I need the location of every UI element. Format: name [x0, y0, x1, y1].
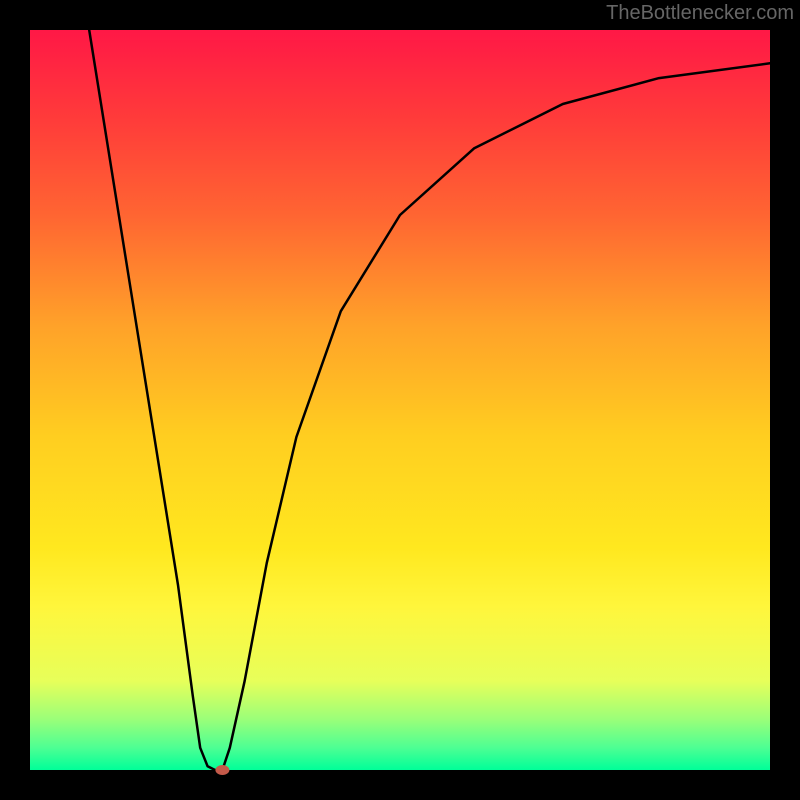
- chart-background: [30, 30, 770, 770]
- chart-container: TheBottlenecker.com: [0, 0, 800, 800]
- attribution-label: TheBottlenecker.com: [606, 2, 794, 25]
- optimal-point-marker: [215, 765, 229, 775]
- bottleneck-chart: [0, 0, 800, 800]
- chart-box: TheBottlenecker.com: [0, 0, 800, 800]
